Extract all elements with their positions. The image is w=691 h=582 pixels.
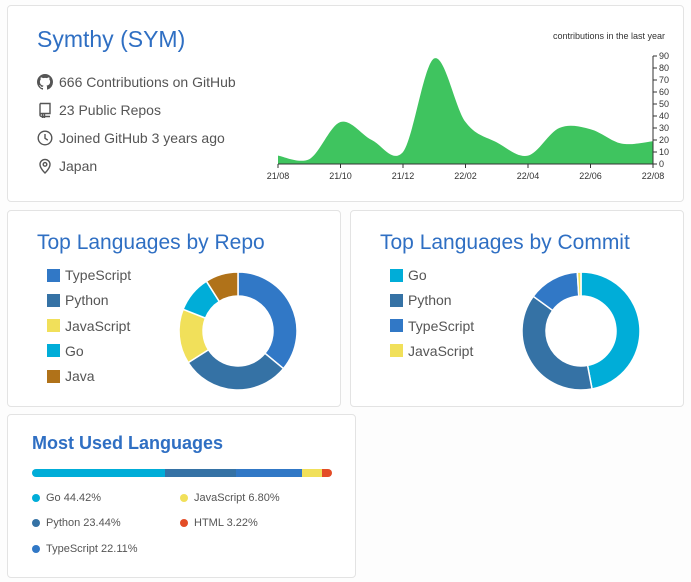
joined-row: Joined GitHub 3 years ago [37, 130, 225, 146]
legend-swatch [47, 293, 60, 307]
legend-label: TypeScript [408, 317, 475, 334]
used-language-go: Go 44.42% [32, 492, 101, 504]
location-row: Japan [37, 158, 97, 174]
y-tick-label: 10 [659, 147, 669, 157]
commit-languages-title: Top Languages by Commit [380, 231, 630, 254]
used-language-javascript: JavaScript 6.80% [180, 492, 280, 504]
x-tick-label: 21/12 [392, 171, 415, 181]
y-tick-label: 30 [659, 123, 669, 133]
x-tick-label: 22/06 [579, 171, 602, 181]
commit-languages-donut [521, 271, 641, 391]
chart-title: contributions in the last year [553, 31, 665, 41]
donut-slice-javascript [576, 271, 582, 297]
language-percent-label: HTML 3.22% [194, 517, 258, 529]
donut-slice-typescript [237, 271, 298, 370]
donut-slice-java [205, 271, 239, 303]
x-tick-label: 22/02 [454, 171, 477, 181]
legend-swatch [47, 369, 60, 383]
legend-swatch [47, 268, 60, 282]
x-tick-label: 21/08 [267, 171, 290, 181]
clock-icon [37, 130, 53, 146]
commit-languages-card: Top Languages by Commit Go Python TypeScri… [350, 210, 684, 407]
legend-label: Python [65, 292, 109, 309]
language-percent-label: Python 23.44% [46, 517, 121, 529]
bar-segment-javascript [301, 469, 323, 477]
most-used-title: Most Used Languages [32, 433, 224, 453]
contributions-label: 666 Contributions on GitHub [59, 74, 236, 90]
bar-segment-python [165, 469, 236, 477]
legend-label: Python [408, 292, 452, 309]
location-pin-icon [37, 158, 53, 174]
languages-progress-bar [32, 469, 332, 477]
legend-item-typescript: TypeScript [390, 318, 474, 334]
used-language-python: Python 23.44% [32, 517, 121, 529]
legend-item-typescript: TypeScript [47, 267, 131, 283]
language-dot [180, 494, 188, 502]
repo-languages-card: Top Languages by Repo TypeScript Python Ja… [7, 210, 341, 407]
github-icon [37, 74, 53, 90]
x-tick-label: 22/08 [642, 171, 665, 181]
most-used-languages-card: Most Used Languages Go 44.42% Python 23.4… [7, 414, 356, 578]
profile-card: Symthy (SYM) 666 Contributions on GitHub… [7, 5, 684, 202]
repos-row: 23 Public Repos [37, 102, 161, 118]
legend-item-java: Java [47, 368, 95, 384]
used-language-html: HTML 3.22% [180, 517, 258, 529]
legend-swatch [47, 319, 60, 333]
legend-swatch [47, 344, 60, 358]
x-tick-label: 21/10 [329, 171, 352, 181]
legend-label: JavaScript [408, 342, 474, 359]
language-dot [32, 494, 40, 502]
repo-languages-donut [178, 271, 298, 391]
joined-label: Joined GitHub 3 years ago [59, 130, 225, 146]
bar-segment-html [322, 469, 332, 477]
y-tick-label: 60 [659, 87, 669, 97]
language-percent-label: TypeScript 22.11% [46, 543, 138, 555]
y-tick-label: 70 [659, 75, 669, 85]
used-language-typescript: TypeScript 22.11% [32, 543, 138, 555]
language-percent-label: Go 44.42% [46, 492, 102, 504]
legend-label: Java [65, 368, 95, 385]
legend-item-python: Python [47, 292, 109, 308]
legend-label: Go [408, 267, 427, 283]
profile-name: Symthy (SYM) [37, 26, 186, 52]
legend-swatch [390, 319, 403, 333]
y-tick-label: 50 [659, 99, 669, 109]
repos-label: 23 Public Repos [59, 102, 161, 118]
donut-slice-go [580, 271, 641, 390]
y-tick-label: 90 [659, 51, 669, 61]
y-tick-label: 80 [659, 63, 669, 73]
legend-label: JavaScript [65, 317, 131, 334]
legend-swatch [390, 344, 403, 358]
location-label: Japan [59, 158, 98, 174]
legend-item-javascript: JavaScript [390, 343, 473, 359]
contributions-area [278, 58, 653, 164]
legend-swatch [390, 293, 403, 307]
legend-item-go: Go [390, 267, 427, 283]
repo-languages-title: Top Languages by Repo [37, 231, 265, 254]
legend-label: TypeScript [65, 267, 132, 283]
contributions-chart: contributions in the last year 0 10 20 30 40 5… [267, 31, 669, 181]
language-percent-label: JavaScript 6.80% [194, 492, 280, 504]
legend-item-go: Go [47, 343, 84, 359]
language-dot [180, 519, 188, 527]
language-dot [32, 519, 40, 527]
y-tick-label: 0 [659, 159, 664, 169]
legend-item-python: Python [390, 292, 452, 308]
x-tick-label: 22/04 [517, 171, 540, 181]
language-dot [32, 545, 40, 553]
repo-icon [37, 102, 53, 118]
y-tick-label: 20 [659, 135, 669, 145]
bar-segment-typescript [235, 469, 302, 477]
donut-slice-python [521, 295, 593, 391]
legend-item-javascript: JavaScript [47, 318, 130, 334]
legend-swatch [390, 268, 403, 282]
contributions-row: 666 Contributions on GitHub [37, 74, 236, 90]
legend-label: Go [65, 342, 84, 359]
bar-segment-go [32, 469, 166, 477]
y-tick-label: 40 [659, 111, 669, 121]
